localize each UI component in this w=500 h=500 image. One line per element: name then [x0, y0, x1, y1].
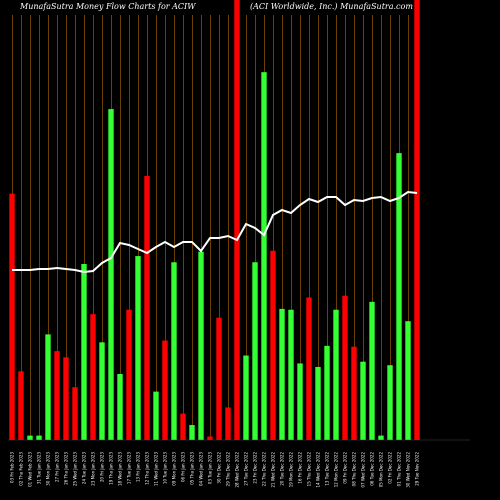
bar-12-mon-dec-2022	[333, 309, 339, 440]
bar-30-wed-nov-2022	[405, 321, 411, 440]
x-tick-label: 07 Wed Dec 2022	[361, 452, 366, 488]
x-tick-label: 24 Tue Jan 2023	[82, 452, 87, 485]
bar-05-mon-dec-2022	[378, 435, 384, 440]
x-tick-label: 06 Fri Jan 2023	[181, 452, 186, 482]
x-tick-label: 23 Fri Dec 2022	[253, 452, 258, 484]
x-tick-label: 26 Thu Jan 2023	[64, 452, 69, 485]
x-tick-label: 12 Thu Jan 2023	[145, 452, 150, 485]
x-tick-label: 30 Mon Jan 2023	[46, 452, 51, 486]
bar-05-thu-jan-2023	[189, 425, 195, 440]
bar-18-wed-jan-2023	[117, 374, 123, 440]
x-tick-label: 27 Fri Jan 2023	[55, 452, 60, 482]
bar-02-fri-dec-2022	[387, 365, 393, 440]
x-tick-label: 18 Wed Jan 2023	[118, 452, 123, 486]
bar-15-thu-dec-2022	[306, 297, 312, 440]
x-tick-label: 01 Thu Dec 2022	[397, 452, 402, 487]
bar-21-wed-dec-2022	[270, 250, 276, 440]
chart-title: MunafaSutra Money Flow Charts for ACIW	[19, 2, 196, 11]
x-tick-label: 29 Thu Dec 2022	[226, 452, 231, 487]
x-tick-label: 11 Wed Jan 2023	[154, 452, 159, 486]
x-tick-label: 15 Thu Dec 2022	[307, 452, 312, 487]
bar-10-tue-jan-2023	[162, 340, 168, 440]
bar-22-thu-dec-2022	[261, 72, 267, 440]
bar-19-thu-jan-2023	[108, 109, 114, 441]
x-tick-label: 16 Fri Dec 2022	[298, 452, 303, 484]
x-tick-label: 06 Tue Dec 2022	[370, 452, 375, 486]
x-tick-label: 05 Thu Jan 2023	[190, 452, 195, 485]
x-tick-label: 30 Fri Dec 2022	[217, 452, 222, 484]
x-tick-label: 19 Mon Dec 2022	[289, 452, 294, 488]
x-tick-label: 03 Tue Jan 2023	[208, 452, 213, 485]
bar-06-tue-dec-2022	[369, 301, 375, 440]
x-tick-label: 31 Tue Jan 2023	[37, 452, 42, 485]
bar-17-tue-jan-2023	[126, 309, 132, 440]
x-tick-label: 27 Tue Dec 2022	[244, 452, 249, 486]
x-tick-label: 20 Fri Jan 2023	[100, 452, 105, 482]
x-axis-tick-labels: 03 Fri Feb 2023 02 Thu Feb 2023 01 Wed Feb…	[10, 452, 420, 488]
bar-16-fri-dec-2022	[297, 363, 303, 440]
bar-28-wed-dec-2022	[234, 0, 240, 440]
bar-07-wed-dec-2022	[360, 361, 366, 440]
x-tick-label: 22 Thu Dec 2022	[262, 452, 267, 487]
bar-09-fri-dec-2022	[342, 295, 348, 440]
x-tick-label: 08 Thu Dec 2022	[352, 452, 357, 487]
x-tick-label: 02 Thu Feb 2023	[19, 452, 24, 486]
x-tick-label: 09 Fri Dec 2022	[343, 452, 348, 484]
price-line	[12, 190, 418, 274]
x-tick-label: 13 Tue Dec 2022	[325, 452, 330, 486]
money-flow-bars	[9, 0, 420, 441]
bar-08-thu-dec-2022	[351, 346, 357, 440]
x-tick-label: 17 Tue Jan 2023	[127, 452, 132, 485]
x-tick-label: 04 Wed Jan 2023	[199, 452, 204, 486]
x-tick-label: 09 Mon Jan 2023	[172, 452, 177, 486]
bar-06-fri-jan-2023	[180, 413, 186, 440]
x-tick-label: 30 Wed Nov 2022	[406, 452, 411, 488]
x-tick-label: 01 Wed Feb 2023	[28, 452, 33, 487]
bar-23-mon-jan-2023	[90, 314, 96, 440]
bar-13-fri-jan-2023	[135, 256, 141, 440]
bar-11-wed-jan-2023	[153, 391, 159, 440]
bar-30-mon-jan-2023	[45, 334, 51, 440]
bar-09-mon-jan-2023	[171, 262, 177, 440]
x-tick-label: 10 Tue Jan 2023	[163, 452, 168, 485]
x-tick-label: 29 Tue Nov 2022	[415, 452, 420, 486]
x-tick-label: 13 Fri Jan 2023	[136, 452, 141, 482]
bar-23-fri-dec-2022	[252, 262, 258, 440]
bar-02-thu-feb-2023	[18, 371, 24, 440]
x-tick-label: 02 Fri Dec 2022	[388, 452, 393, 484]
bar-14-wed-dec-2022	[315, 366, 321, 440]
bar-01-thu-dec-2022	[396, 153, 402, 440]
bar-29-tue-nov-2022	[414, 0, 420, 440]
bar-04-wed-jan-2023	[198, 251, 204, 440]
bar-13-tue-dec-2022	[324, 345, 330, 440]
x-tick-label: 05 Mon Dec 2022	[379, 452, 384, 488]
bar-29-thu-dec-2022	[225, 407, 231, 440]
bar-20-fri-jan-2023	[99, 342, 105, 440]
x-tick-label: 23 Mon Jan 2023	[91, 452, 96, 486]
x-tick-label: 19 Thu Jan 2023	[109, 452, 114, 485]
bar-27-fri-jan-2023	[54, 351, 60, 440]
x-tick-label: 28 Wed Dec 2022	[235, 452, 240, 488]
x-tick-label: 12 Mon Dec 2022	[334, 452, 339, 488]
bar-31-tue-jan-2023	[36, 435, 42, 440]
bar-19-mon-dec-2022	[288, 309, 294, 440]
x-tick-label: 25 Wed Jan 2023	[73, 452, 78, 486]
x-tick-label: 14 Wed Dec 2022	[316, 452, 321, 488]
bar-26-thu-jan-2023	[63, 357, 69, 440]
x-tick-label: 21 Wed Dec 2022	[271, 452, 276, 488]
bar-24-tue-jan-2023	[81, 264, 87, 440]
bar-12-thu-jan-2023	[144, 176, 150, 440]
x-tick-label: 03 Fri Feb 2023	[10, 452, 15, 483]
x-tick-label: 20 Tue Dec 2022	[280, 452, 285, 486]
bar-25-wed-jan-2023	[72, 387, 78, 440]
chart-subtitle: (ACI Worldwide, Inc.) MunafaSutra.com	[250, 2, 413, 11]
bar-03-tue-jan-2023	[207, 436, 213, 440]
bar-01-wed-feb-2023	[27, 435, 33, 440]
bar-30-fri-dec-2022	[216, 317, 222, 440]
bar-20-tue-dec-2022	[279, 308, 285, 440]
bar-27-tue-dec-2022	[243, 355, 249, 440]
bar-03-fri-feb-2023	[9, 193, 15, 440]
